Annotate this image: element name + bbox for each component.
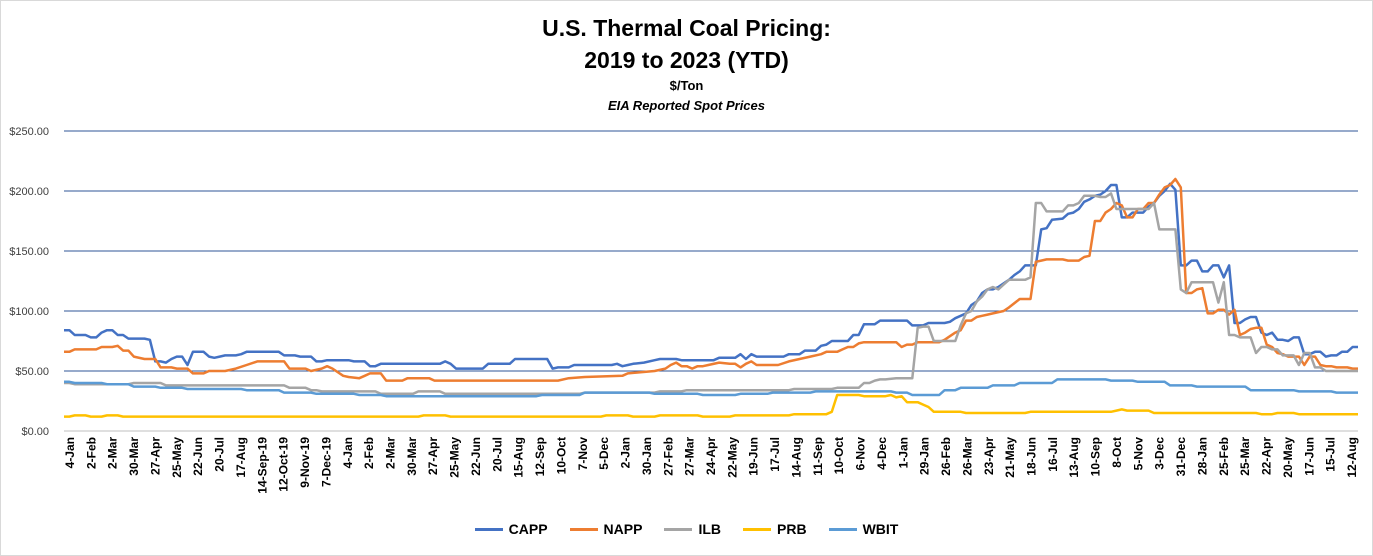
x-tick-label: 7-Nov [576,437,590,471]
x-tick-label: 5-Dec [597,437,611,470]
x-tick-label: 8-Oct [1110,437,1124,468]
x-tick-label: 20-May [1281,437,1295,478]
legend-item-ilb: ILB [664,521,721,537]
y-tick-label: $200.00 [9,186,49,198]
x-tick-label: 27-Apr [426,437,440,475]
x-tick-label: 21-May [1003,437,1017,478]
legend-item-wbit: WBIT [828,521,899,537]
series-line-wbit [64,378,1358,398]
chart-subtitle: $/Ton [669,78,704,93]
x-tick-label: 28-Jan [1195,437,1209,475]
x-tick-label: 3-Dec [1153,437,1167,470]
chart-title: U.S. Thermal Coal Pricing: [542,15,831,41]
chart-subtitle-source: EIA Reported Spot Prices [608,98,765,113]
legend-item-napp: NAPP [569,521,643,537]
legend-label: WBIT [862,521,899,537]
x-tick-label: 4-Jan [63,437,77,468]
x-tick-label: 27-Mar [683,437,697,476]
series-line-ilb [64,192,1358,396]
x-tick-label: 27-Apr [148,437,162,475]
x-tick-label: 31-Dec [1174,437,1188,477]
x-tick-label: 10-Sep [1089,437,1103,476]
x-tick-label: 12-Sep [533,437,547,476]
series-line-capp [64,182,1358,370]
x-tick-label: 22-Apr [1260,437,1274,475]
x-tick-label: 5-Nov [1131,437,1145,471]
legend-item-capp: CAPP [474,521,548,537]
x-tick-label: 6-Nov [854,437,868,471]
x-tick-label: 4-Jan [341,437,355,468]
x-tick-label: 20-Jul [213,437,227,472]
x-tick-label: 25-Mar [1238,437,1252,476]
y-tick-label: $100.00 [9,306,49,318]
series-line-prb [64,393,1358,418]
x-tick-label: 25-Feb [1217,437,1231,476]
x-tick-label: 22-May [725,437,739,478]
x-tick-label: 30-Jan [640,437,654,475]
x-tick-label: 15-Jul [1324,437,1338,472]
legend-swatch [828,527,857,531]
legend-swatch [664,527,693,531]
x-tick-label: 17-Aug [234,437,248,478]
x-tick-label: 26-Feb [939,437,953,476]
x-tick-label: 26-Mar [960,437,974,476]
x-tick-label: 29-Jan [918,437,932,475]
x-tick-label: 22-Jun [469,437,483,476]
x-tick-label: 25-May [170,437,184,478]
x-tick-label: 7-Dec-19 [319,437,333,487]
x-tick-label: 20-Jul [490,437,504,472]
x-tick-label: 17-Jun [1302,437,1316,476]
y-tick-label: $150.00 [9,246,49,258]
x-tick-label: 22-Jun [191,437,205,476]
legend-swatch [474,527,503,531]
x-tick-label: 25-May [448,437,462,478]
legend-label: CAPP [508,521,548,537]
x-tick-label: 24-Apr [704,437,718,475]
x-tick-label: 11-Sep [811,437,825,476]
x-tick-label: 2-Feb [84,437,98,469]
x-tick-label: 2-Mar [384,437,398,469]
x-tick-label: 15-Aug [512,437,526,478]
x-tick-label: 10-Oct [554,437,568,474]
x-tick-label: 2-Jan [619,437,633,468]
x-tick-label: 12-Oct-19 [277,437,291,492]
x-tick-label: 10-Oct [832,437,846,474]
legend-swatch [569,527,598,531]
x-tick-label: 30-Mar [405,437,419,476]
legend-item-prb: PRB [743,521,807,537]
x-tick-label: 19-Jun [747,437,761,476]
y-tick-label: $0.00 [21,426,49,438]
x-tick-label: 12-Aug [1345,437,1359,478]
x-tick-label: 30-Mar [127,437,141,476]
chart-legend: CAPP NAPP ILB PRB WBIT [1,521,1372,537]
x-tick-label: 2-Feb [362,437,376,469]
x-tick-label: 14-Aug [789,437,803,478]
legend-swatch [743,527,772,531]
chart-title-line2: 2019 to 2023 (YTD) [584,47,789,73]
y-tick-label: $50.00 [15,366,49,378]
x-tick-label: 23-Apr [982,437,996,475]
series-line-napp [64,177,1358,382]
legend-label: NAPP [603,521,643,537]
x-tick-label: 14-Sep-19 [255,437,269,494]
legend-label: ILB [698,521,722,537]
y-tick-label: $250.00 [9,126,49,138]
x-tick-label: 27-Feb [661,437,675,476]
x-tick-label: 1-Jan [896,437,910,468]
x-tick-label: 9-Nov-19 [298,437,312,488]
x-tick-label: 18-Jun [1025,437,1039,476]
x-tick-label: 16-Jul [1046,437,1060,472]
x-tick-label: 4-Dec [875,437,889,470]
x-tick-label: 2-Mar [106,437,120,469]
legend-label: PRB [777,521,807,537]
x-tick-label: 17-Jul [768,437,782,472]
x-tick-label: 13-Aug [1067,437,1081,478]
